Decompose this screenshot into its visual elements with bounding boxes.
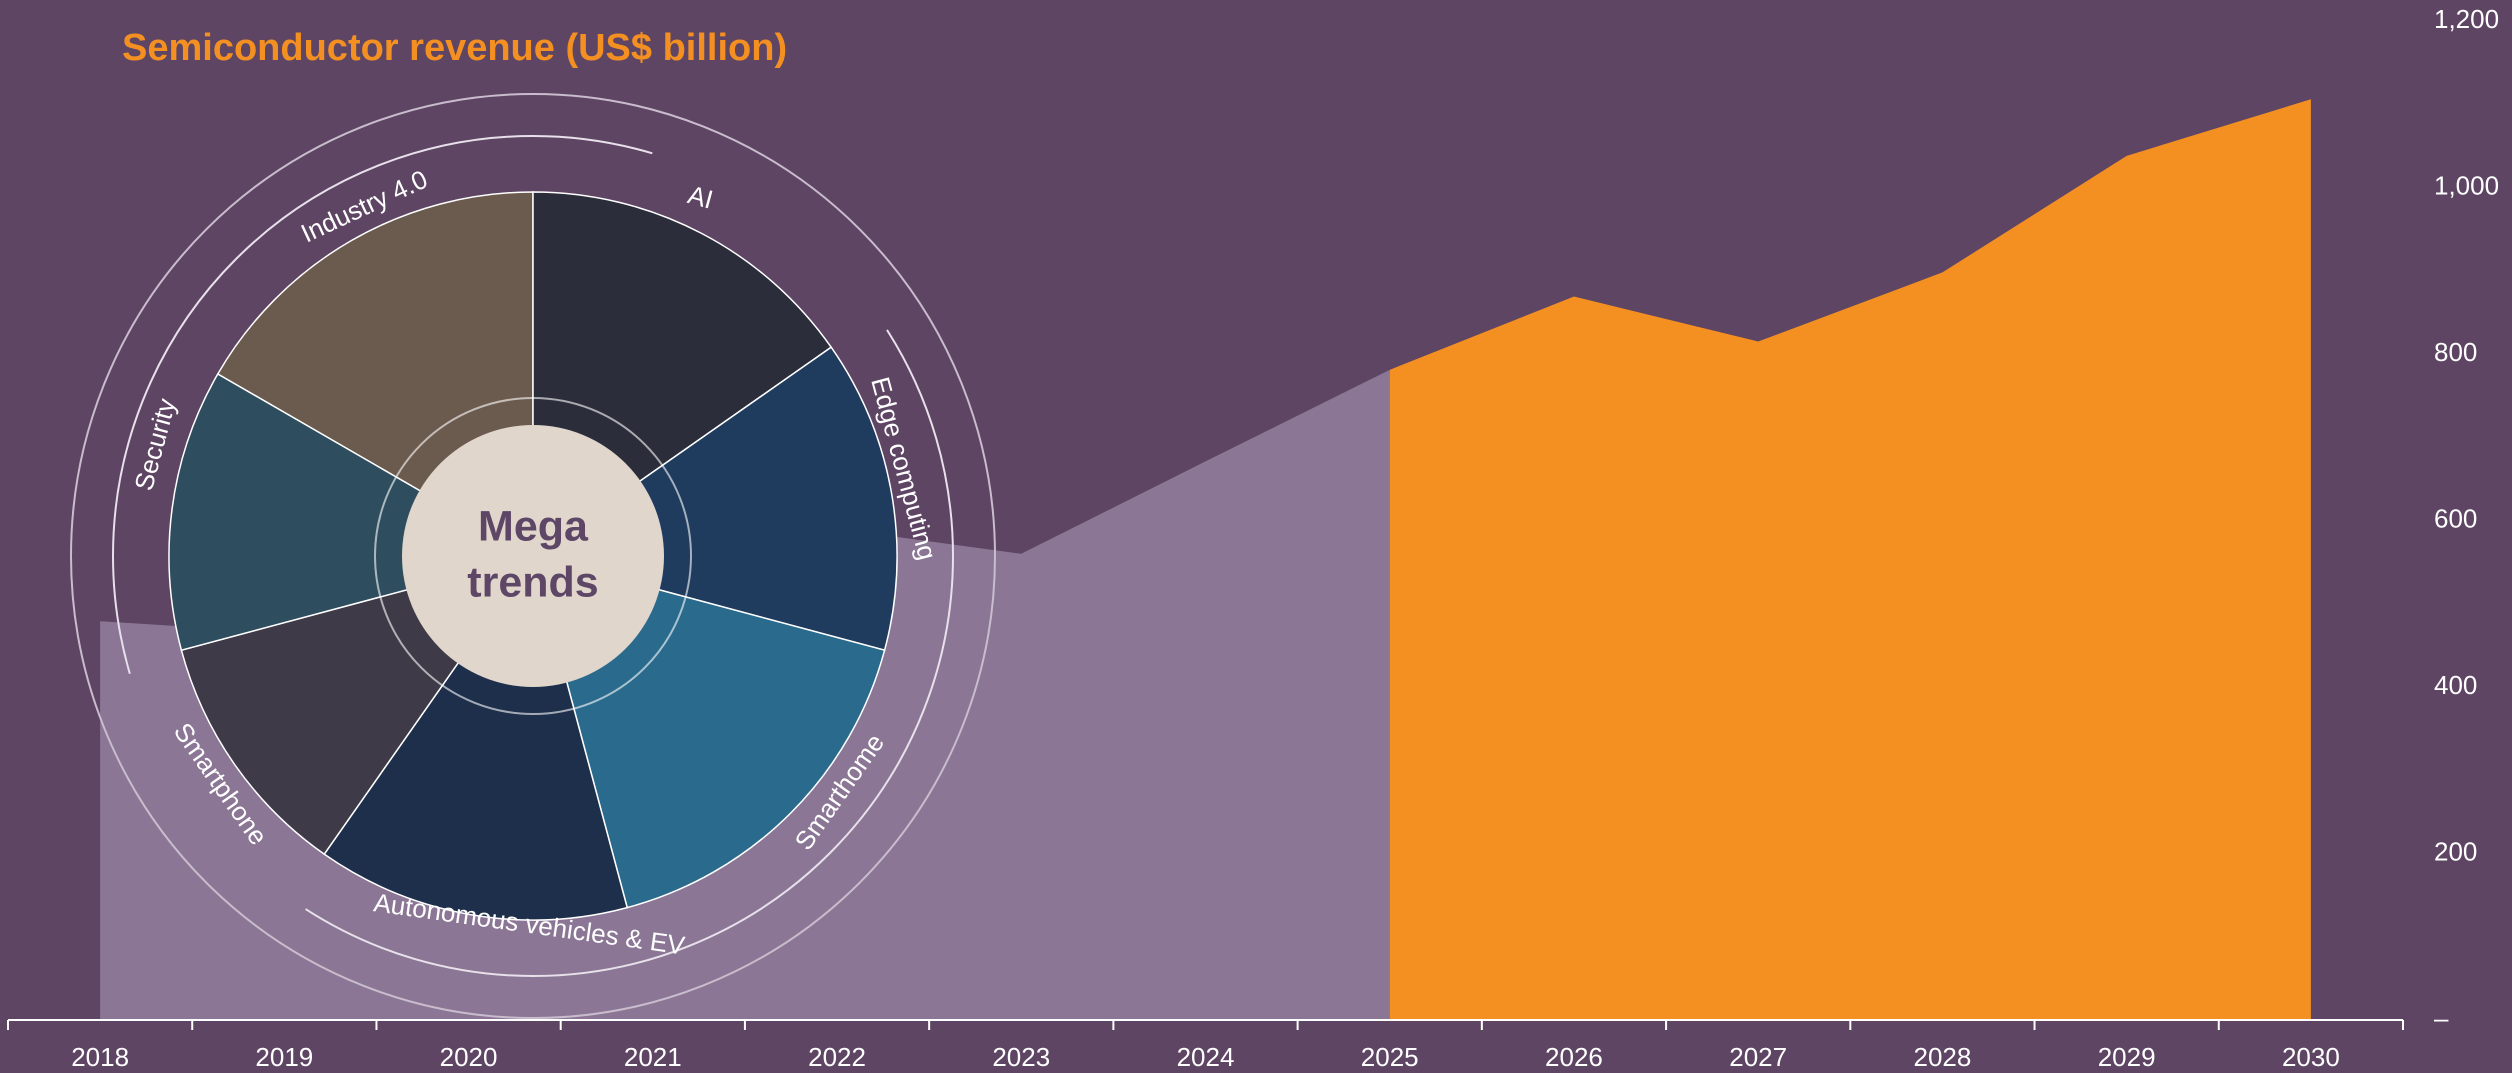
y-tick-label: 1,200 xyxy=(2434,4,2499,34)
x-tick-label: 2019 xyxy=(255,1042,313,1072)
center-disc xyxy=(402,425,664,687)
y-tick-label: 400 xyxy=(2434,670,2477,700)
x-tick-label: 2029 xyxy=(2098,1042,2156,1072)
x-tick-label: 2025 xyxy=(1361,1042,1419,1072)
inner-ring xyxy=(374,397,692,715)
x-tick-label: 2024 xyxy=(1177,1042,1235,1072)
area xyxy=(1389,99,2311,1020)
y-tick-label: 800 xyxy=(2434,337,2477,367)
y-tick-label: – xyxy=(2434,1003,2449,1033)
x-tick-label: 2027 xyxy=(1729,1042,1787,1072)
x-tick-label: 2030 xyxy=(2282,1042,2340,1072)
y-tick-label: 1,000 xyxy=(2434,170,2499,200)
x-tick-label: 2028 xyxy=(1914,1042,1972,1072)
x-tick-label: 2020 xyxy=(440,1042,498,1072)
x-tick-label: 2026 xyxy=(1545,1042,1603,1072)
x-tick-label: 2018 xyxy=(71,1042,129,1072)
ring xyxy=(112,135,954,977)
x-tick-label: 2022 xyxy=(808,1042,866,1072)
outer-ring xyxy=(70,93,996,1019)
photo-wedge xyxy=(168,372,535,652)
chart-title: Semiconductor revenue (US$ billion) xyxy=(122,27,787,69)
x-tick-label: 2023 xyxy=(992,1042,1050,1072)
x-tick-label: 2021 xyxy=(624,1042,682,1072)
center-label: Mega xyxy=(478,502,589,550)
center-label: trends xyxy=(467,558,598,606)
y-tick-label: 200 xyxy=(2434,836,2477,866)
y-tick-label: 600 xyxy=(2434,503,2477,533)
